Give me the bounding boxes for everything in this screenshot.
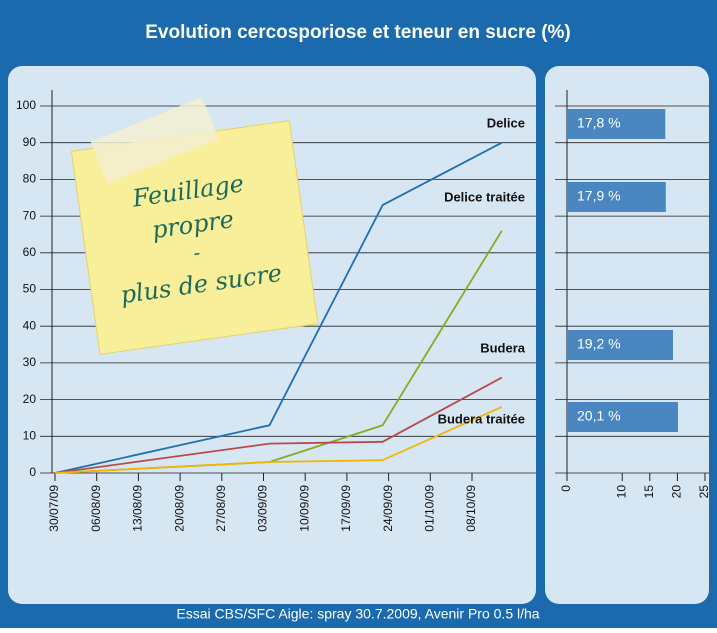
x-tick-label: 06/08/09	[89, 485, 103, 532]
y-tick-label: 10	[23, 428, 37, 442]
x-tick-label: 20	[670, 485, 684, 499]
series-label: Delice	[487, 115, 525, 130]
value-label: 17,9 %	[577, 188, 621, 204]
y-tick-label: 100	[16, 98, 36, 112]
footer: Essai CBS/SFC Aigle: spray 30.7.2009, Av…	[176, 606, 539, 622]
y-tick-label: 40	[23, 318, 37, 332]
y-tick-label: 70	[23, 208, 37, 222]
x-tick-label: 13/08/09	[131, 485, 145, 532]
x-tick-label: 30/07/09	[47, 485, 61, 532]
x-tick-label: 25	[697, 485, 711, 499]
x-tick-label: 0	[559, 485, 573, 492]
y-tick-label: 80	[23, 172, 37, 186]
x-tick-label: 17/09/09	[339, 485, 353, 532]
note-line: -	[192, 240, 202, 265]
note-tape	[90, 96, 219, 184]
bar	[567, 182, 666, 212]
series-label: Budera	[480, 340, 526, 355]
y-tick-label: 30	[23, 355, 37, 369]
x-tick-label: 10	[614, 485, 628, 499]
x-tick-label: 03/09/09	[256, 485, 270, 532]
x-tick-label: 27/08/09	[214, 485, 228, 532]
x-tick-label: 08/10/09	[464, 485, 478, 532]
y-tick-label: 60	[23, 245, 37, 259]
y-tick-label: 50	[23, 282, 37, 296]
bar	[567, 330, 673, 360]
bar	[567, 109, 666, 139]
series-line	[54, 406, 503, 474]
y-tick-label: 20	[23, 392, 37, 406]
x-tick-label: 10/09/09	[297, 485, 311, 532]
series-line	[54, 141, 503, 474]
chart-title: Evolution cercosporiose et teneur en suc…	[145, 22, 571, 43]
series-label: Delice traitée	[444, 189, 525, 204]
value-label: 19,2 %	[577, 336, 621, 352]
x-tick-label: 15	[642, 485, 656, 499]
sticky-note: Feuillage propre - plus de sucre	[70, 96, 319, 355]
y-tick-label: 0	[29, 465, 36, 479]
x-tick-label: 20/08/09	[172, 485, 186, 532]
series-line	[54, 376, 503, 474]
bar	[567, 402, 678, 432]
value-label: 17,8 %	[577, 115, 621, 131]
y-tick-label: 90	[23, 135, 37, 149]
series-label: Budera traitée	[438, 411, 525, 426]
x-tick-label: 24/09/09	[381, 485, 395, 532]
x-tick-label: 01/10/09	[422, 485, 436, 532]
value-label: 20,1 %	[577, 408, 621, 424]
